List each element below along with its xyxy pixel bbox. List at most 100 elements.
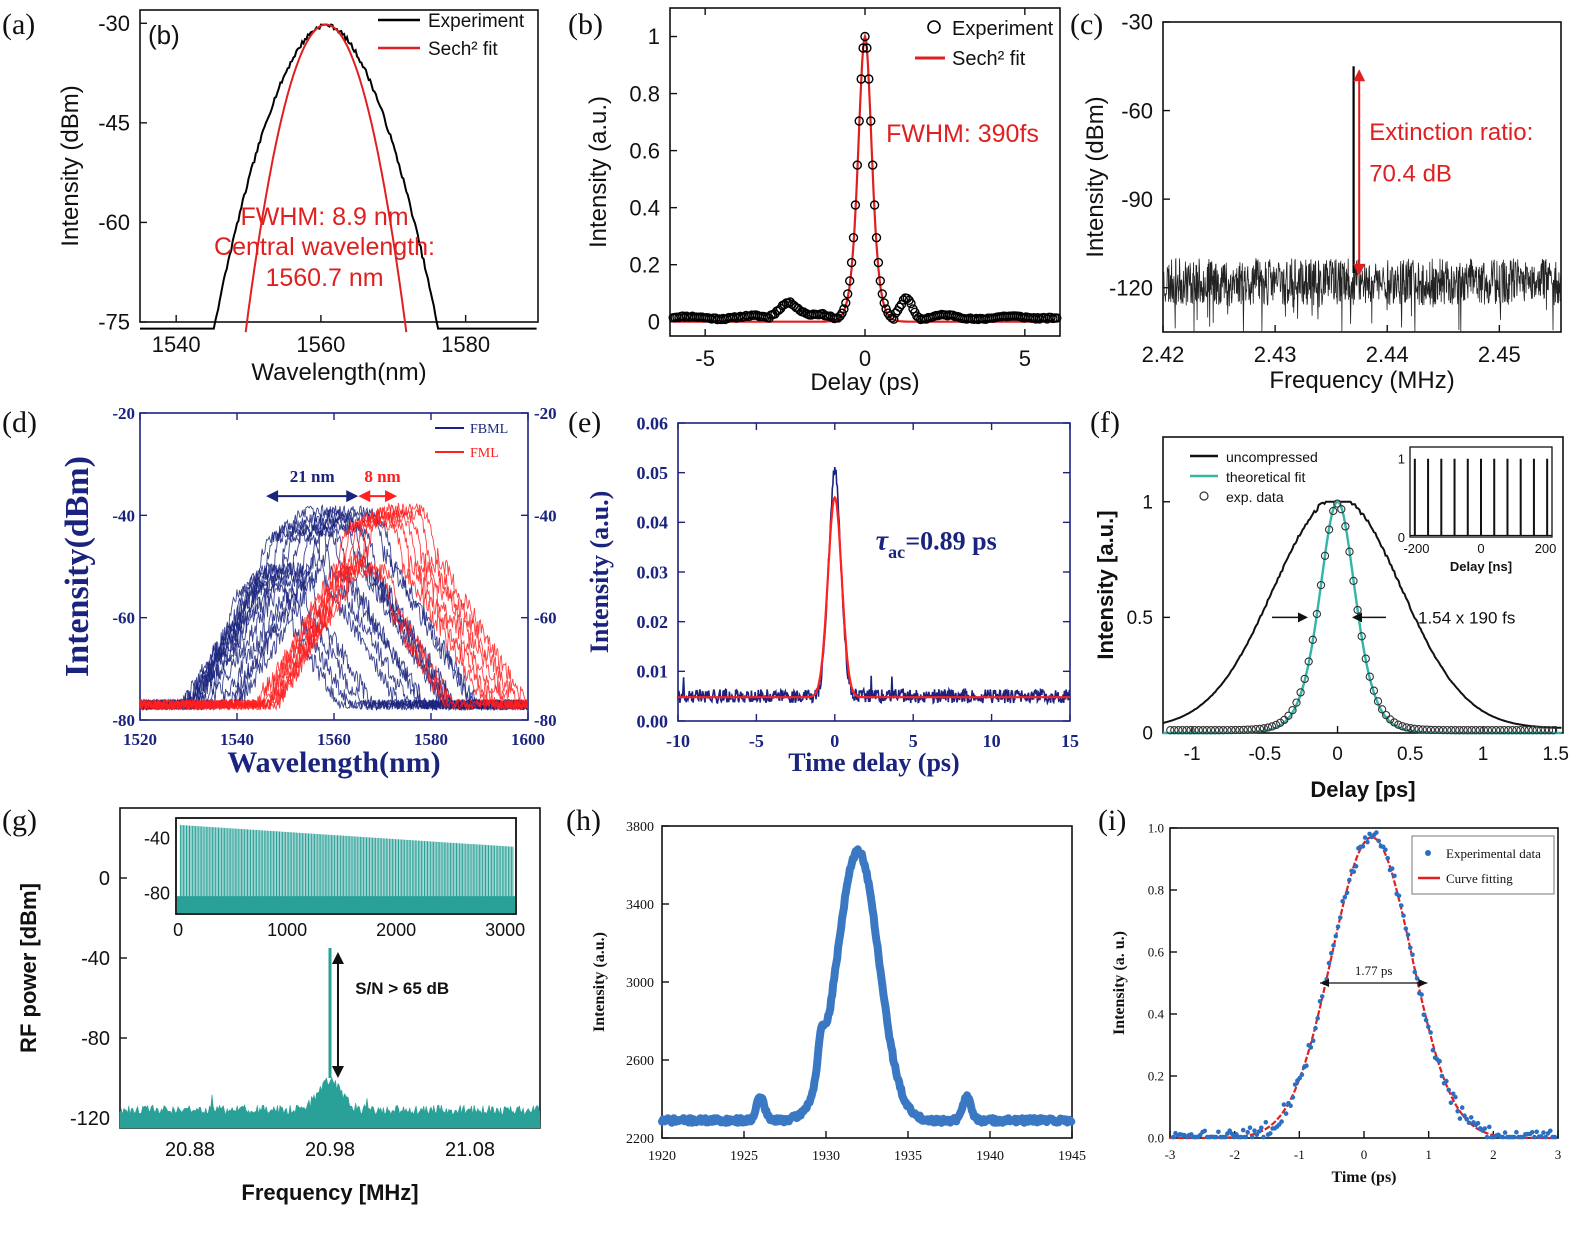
x-tick-label: 2.45 xyxy=(1478,342,1521,367)
annotation-text: 21 nm xyxy=(290,467,335,486)
experimental-data-point xyxy=(1482,1126,1488,1131)
experiment-point xyxy=(848,232,859,243)
exp-data-point xyxy=(1243,725,1252,734)
exp-data-point xyxy=(1329,506,1338,516)
exp-data-point xyxy=(1459,726,1468,735)
exp-data-point xyxy=(1491,726,1501,735)
exp-data-point xyxy=(1300,674,1309,684)
x-tick-label: 3 xyxy=(1555,1147,1562,1162)
inset-x-tick-label: 2000 xyxy=(376,920,416,940)
exp-data-point xyxy=(1194,726,1203,735)
experimental-data-point xyxy=(1310,1038,1316,1043)
y-tick-label: -30 xyxy=(1121,10,1153,35)
experimental-data-point xyxy=(1247,1125,1253,1130)
exp-data-point xyxy=(1190,726,1199,735)
experiment-point xyxy=(845,276,855,286)
experimental-data-point xyxy=(1448,1100,1454,1106)
experimental-data-point xyxy=(1238,1134,1244,1140)
x-tick-label: 2.42 xyxy=(1142,342,1185,367)
experimental-data-point xyxy=(1170,1134,1176,1140)
experiment-point xyxy=(906,298,916,309)
exp-data-point xyxy=(1186,726,1195,735)
exp-data-point xyxy=(1422,725,1432,734)
y-tick-label: -30 xyxy=(98,11,130,36)
x-axis-label: Delay [ps] xyxy=(1310,777,1415,802)
exp-data-point xyxy=(1544,726,1554,735)
inset-x-axis-label: Delay [ns] xyxy=(1450,559,1512,574)
fbml-spectrum xyxy=(139,510,528,712)
legend-swatch-experiment xyxy=(927,20,941,34)
x-tick-label: 0 xyxy=(1332,744,1343,765)
x-axis-label: Time (ps) xyxy=(1331,1169,1396,1186)
experiment-point xyxy=(873,257,884,268)
experiment-point xyxy=(866,116,876,126)
exp-data-point xyxy=(1320,551,1330,560)
panel-e: (e) -10 -5 0 5 10 15 0.00 0.01 0.02 0.03 0.04 0.05 0.… xyxy=(568,406,1079,777)
panel-label: (a) xyxy=(2,8,35,41)
y-tick-label: 1.0 xyxy=(1148,821,1164,836)
x-tick-label: 1 xyxy=(1425,1147,1432,1162)
experimental-data-point xyxy=(1399,903,1404,908)
x-tick-label: 1600 xyxy=(511,730,545,749)
experimental-data-point xyxy=(1487,1124,1492,1130)
y-tick-label: 0.2 xyxy=(1148,1069,1164,1084)
exp-data-point xyxy=(1210,726,1220,735)
panel-a: (a) 1540 1560 1580 -30 -45 -60 -75 Wavelength(nm… xyxy=(2,8,539,386)
exp-data-point xyxy=(1434,725,1444,735)
experimental-data-point xyxy=(1541,1130,1546,1135)
arrow-head-right xyxy=(1298,612,1308,623)
experimental-data-point xyxy=(1283,1111,1289,1116)
experimental-data-point xyxy=(1484,1134,1490,1140)
experiment-point xyxy=(854,116,864,126)
legend-label: Experiment xyxy=(428,11,525,32)
sech2-fit-line xyxy=(244,23,408,333)
gaussian-fit-line xyxy=(678,495,1070,699)
exp-data-point xyxy=(1263,723,1273,732)
y-tick-label: -60 xyxy=(112,609,135,628)
annotation-text: Central wavelength: xyxy=(214,233,435,261)
autocorrelation-trace xyxy=(677,467,1071,706)
experimental-data-point xyxy=(1538,1134,1544,1139)
experimental-data-point xyxy=(1279,1119,1284,1124)
x-tick-label: 1940 xyxy=(976,1149,1004,1164)
experiment-point xyxy=(862,43,872,53)
experimental-data-point xyxy=(1329,950,1334,956)
fbml-spectrum xyxy=(139,504,528,711)
annotation-subscript: ac xyxy=(888,542,905,562)
exp-data-point xyxy=(1357,632,1366,641)
exp-data-point xyxy=(1394,720,1403,729)
experimental-data-point xyxy=(1317,999,1323,1004)
experimental-data-point xyxy=(1500,1134,1506,1140)
x-tick-label: 2.43 xyxy=(1254,342,1297,367)
legend-label: Sech² fit xyxy=(952,48,1026,70)
inset-y-tick-label: -80 xyxy=(144,883,170,903)
x-tick-label: 5 xyxy=(909,731,918,751)
experimental-data-point xyxy=(1514,1129,1519,1135)
experimental-data-point xyxy=(1453,1094,1458,1100)
exp-data-point xyxy=(1528,726,1537,735)
experiment-point xyxy=(841,298,851,308)
x-tick-label: 1560 xyxy=(296,332,345,357)
experimental-data-point xyxy=(1502,1130,1508,1135)
experimental-data-point xyxy=(1392,873,1397,879)
y-tick-label-right: -20 xyxy=(534,404,557,423)
experimental-data-point xyxy=(1222,1134,1228,1140)
annotation-text: Extinction ratio: xyxy=(1369,119,1533,146)
exp-data-point xyxy=(1337,505,1346,514)
x-tick-label: 1520 xyxy=(123,730,157,749)
experimental-data-point xyxy=(1383,847,1388,852)
y-tick-label: 0.4 xyxy=(629,195,660,220)
experimental-data-point xyxy=(1326,960,1332,966)
experimental-data-point xyxy=(1412,969,1418,975)
exp-data-point xyxy=(1451,726,1460,735)
inset-x-tick-label: 0 xyxy=(173,920,183,940)
experimental-data-point xyxy=(1290,1095,1296,1100)
exp-data-point xyxy=(1496,726,1505,735)
experimental-data-point xyxy=(1468,1115,1474,1120)
x-tick-label: 1.5 xyxy=(1543,744,1569,765)
x-tick-label: 1925 xyxy=(730,1149,758,1164)
experimental-data-point xyxy=(1450,1091,1456,1097)
y-tick-label: -75 xyxy=(98,310,130,335)
y-tick-label: -20 xyxy=(112,404,135,423)
experimental-data-point xyxy=(1360,844,1366,849)
